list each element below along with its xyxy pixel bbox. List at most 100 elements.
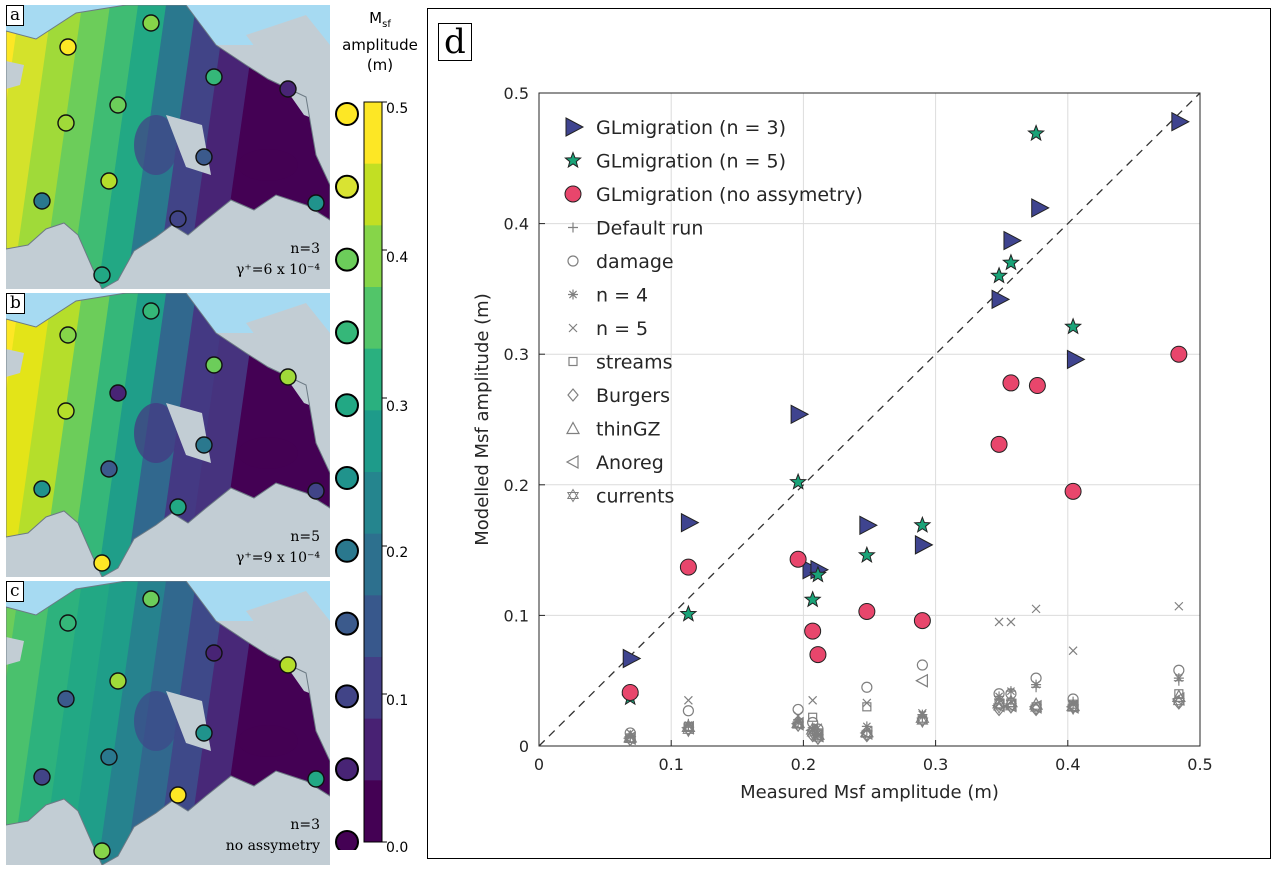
data-point bbox=[862, 702, 872, 712]
measurement-site-marker bbox=[169, 210, 187, 228]
x-tick-label: 0.5 bbox=[1187, 755, 1212, 774]
data-point bbox=[992, 695, 1007, 709]
colorbar-segment bbox=[364, 348, 382, 411]
legend-entry-label: streams bbox=[596, 352, 672, 374]
legend-marker bbox=[568, 323, 578, 333]
ice-shelf-map bbox=[6, 581, 330, 865]
data-point bbox=[1064, 317, 1083, 335]
measurement-site-marker bbox=[109, 384, 127, 402]
data-point bbox=[679, 604, 698, 622]
legend-marker bbox=[564, 151, 582, 169]
measurement-site-marker bbox=[57, 690, 75, 708]
data-point bbox=[1066, 349, 1086, 370]
data-point bbox=[990, 266, 1008, 284]
colorbar-segment bbox=[364, 410, 382, 473]
measurement-site-marker bbox=[142, 590, 160, 608]
legend-marker bbox=[566, 488, 580, 503]
scatter-chart: 00 0.1 0.1 0.2 0.2 0.3 0.3 0.4 0.4 0.5 0.5 Measured… bbox=[472, 84, 1213, 803]
colorbar-tick-label: 0.1 bbox=[386, 693, 409, 709]
y-tick-label: 0 bbox=[519, 737, 529, 756]
y-tick-label: 0.5 bbox=[504, 84, 529, 103]
data-point bbox=[1027, 124, 1046, 142]
data-point bbox=[992, 699, 1006, 714]
data-point bbox=[1174, 601, 1184, 611]
data-point bbox=[790, 404, 810, 425]
data-point bbox=[913, 515, 932, 533]
data-point bbox=[682, 705, 694, 717]
data-point bbox=[1067, 701, 1080, 716]
data-point bbox=[683, 695, 693, 705]
x-axis-label: Measured Msf amplitude (m) bbox=[740, 782, 999, 803]
legend-entry-label: n = 5 bbox=[596, 318, 648, 340]
x-tick-label: 0.3 bbox=[923, 755, 948, 774]
y-axis-label: Modelled Msf amplitude (m) bbox=[472, 293, 493, 546]
data-point bbox=[789, 550, 807, 568]
data-point bbox=[804, 622, 822, 640]
measurement-site-marker bbox=[205, 356, 223, 374]
measured-amplitude-circle bbox=[335, 247, 359, 272]
panel-c-assymetry-label: no assymetry bbox=[225, 838, 320, 854]
y-tick-label: 0.1 bbox=[504, 606, 529, 625]
legend-entry-label: Default run bbox=[596, 218, 703, 240]
panel-letter-a: a bbox=[6, 5, 25, 26]
data-point bbox=[1002, 253, 1020, 271]
data-point bbox=[1004, 699, 1018, 714]
measurement-site-marker bbox=[279, 656, 297, 674]
data-point bbox=[916, 659, 928, 671]
data-point bbox=[915, 673, 928, 688]
legend-entry-label: damage bbox=[596, 251, 674, 273]
measurement-site-marker bbox=[142, 14, 160, 32]
colorbar-segment bbox=[364, 780, 382, 843]
data-point bbox=[859, 515, 878, 536]
measurement-site-marker bbox=[93, 554, 111, 572]
data-point bbox=[1030, 701, 1043, 716]
legend-marker bbox=[564, 185, 582, 203]
colorbar-segment bbox=[364, 718, 382, 781]
scatter-panel-d: 0 0 0.1 0.1 0.2 0.2 0.3 0.3 0.4 0.4 0.5 0.5 Measured… bbox=[427, 8, 1271, 859]
colorbar-title: Msf amplitude (m) bbox=[340, 8, 420, 75]
measurement-site-marker bbox=[195, 148, 213, 166]
measured-amplitude-circle bbox=[335, 538, 359, 563]
measurement-site-marker bbox=[307, 482, 325, 500]
data-point bbox=[990, 435, 1008, 453]
legend-entry-label: GLmigration (n = 3) bbox=[596, 117, 786, 139]
data-point bbox=[916, 714, 929, 729]
data-point bbox=[1170, 345, 1188, 363]
data-point bbox=[809, 646, 827, 664]
measurement-site-marker bbox=[100, 460, 118, 478]
legend-marker bbox=[568, 356, 578, 367]
data-point bbox=[1028, 377, 1046, 395]
measurement-site-marker bbox=[279, 368, 297, 386]
data-point bbox=[1031, 604, 1041, 614]
measurement-site-marker bbox=[93, 266, 111, 284]
colorbar-tick-label: 0.4 bbox=[386, 250, 409, 266]
colorbar-segment bbox=[364, 595, 382, 658]
panel-letter-c: c bbox=[6, 581, 24, 602]
colorbar-segment bbox=[364, 287, 382, 350]
panel-b-gamma-label: γ⁺=9 x 10⁻⁴ bbox=[235, 550, 320, 566]
panel-letter-d: d bbox=[438, 23, 472, 61]
legend-entry-label: thinGZ bbox=[596, 419, 661, 441]
data-point bbox=[858, 602, 876, 620]
data-point bbox=[789, 472, 808, 490]
map-panel-a: a n=3 γ⁺=6 x 10⁻⁴ bbox=[6, 5, 330, 289]
measurement-site-marker bbox=[205, 644, 223, 662]
ice-shelf-map bbox=[6, 293, 330, 577]
data-point bbox=[861, 681, 873, 693]
colorbar-title-line2: amplitude bbox=[342, 36, 418, 54]
legend-entry-label: Burgers bbox=[596, 385, 670, 407]
colorbar-segment bbox=[364, 225, 382, 288]
data-point bbox=[1171, 689, 1186, 702]
data-point bbox=[991, 289, 1011, 310]
data-point bbox=[915, 710, 930, 723]
measurement-site-marker bbox=[169, 498, 187, 516]
measurement-site-marker bbox=[59, 326, 77, 344]
data-point bbox=[682, 723, 695, 738]
measurement-site-marker bbox=[142, 302, 160, 320]
measurement-site-marker bbox=[195, 436, 213, 454]
colorbar-segment bbox=[364, 163, 382, 226]
map-panel-c: c n=3 no assymetry bbox=[6, 581, 330, 865]
data-point bbox=[624, 732, 637, 747]
measurement-site-marker bbox=[57, 114, 75, 132]
data-point bbox=[808, 695, 818, 705]
